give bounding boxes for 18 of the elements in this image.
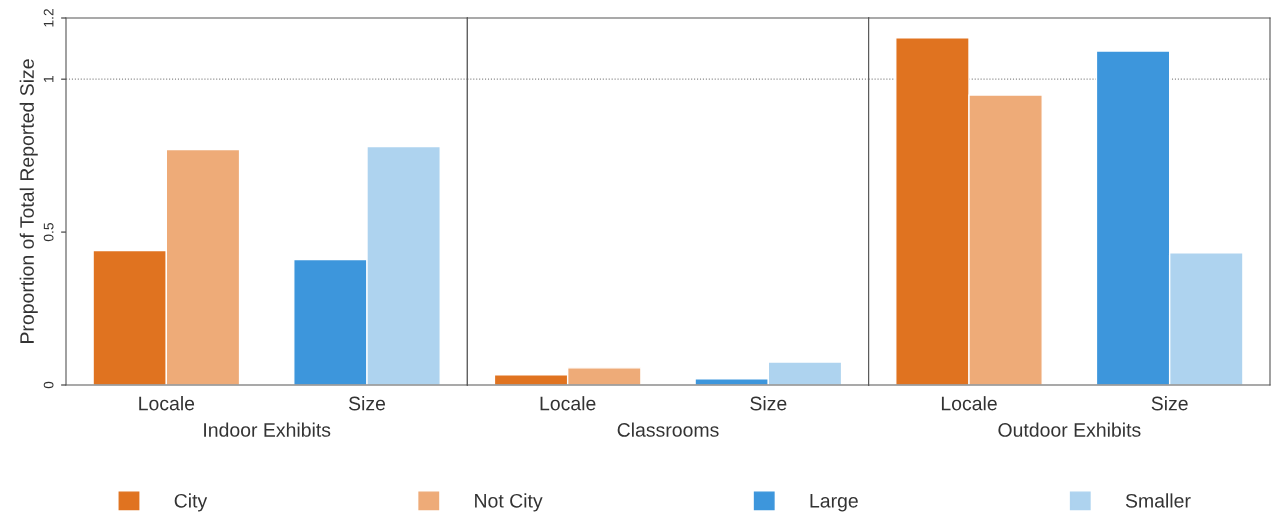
- x-tick-label: Size: [348, 396, 386, 411]
- x-axis-title: Classrooms: [617, 422, 719, 437]
- x-tick-label: Locale: [540, 396, 596, 411]
- y-tick-label: 1.2: [43, 9, 54, 27]
- x-tick-label: Locale: [139, 396, 195, 411]
- x-axis-title: Indoor Exhibits: [204, 422, 331, 437]
- y-axis-title: Proportion of Total Reported Size: [19, 59, 38, 343]
- x-tick-label: Size: [1151, 396, 1188, 411]
- legend-label: City: [174, 493, 208, 512]
- legend-label: Smaller: [1125, 493, 1191, 508]
- x-tick-label: Size: [750, 396, 787, 411]
- x-axis-title: Outdoor Exhibits: [998, 422, 1141, 437]
- y-tick-label: 0.5: [43, 223, 54, 242]
- x-tick-label: Locale: [941, 396, 997, 411]
- y-tick-label: 0: [43, 381, 54, 389]
- legend-label: Not City: [475, 493, 543, 512]
- y-tick-label: 1: [43, 75, 54, 82]
- legend-label: Large: [810, 494, 858, 512]
